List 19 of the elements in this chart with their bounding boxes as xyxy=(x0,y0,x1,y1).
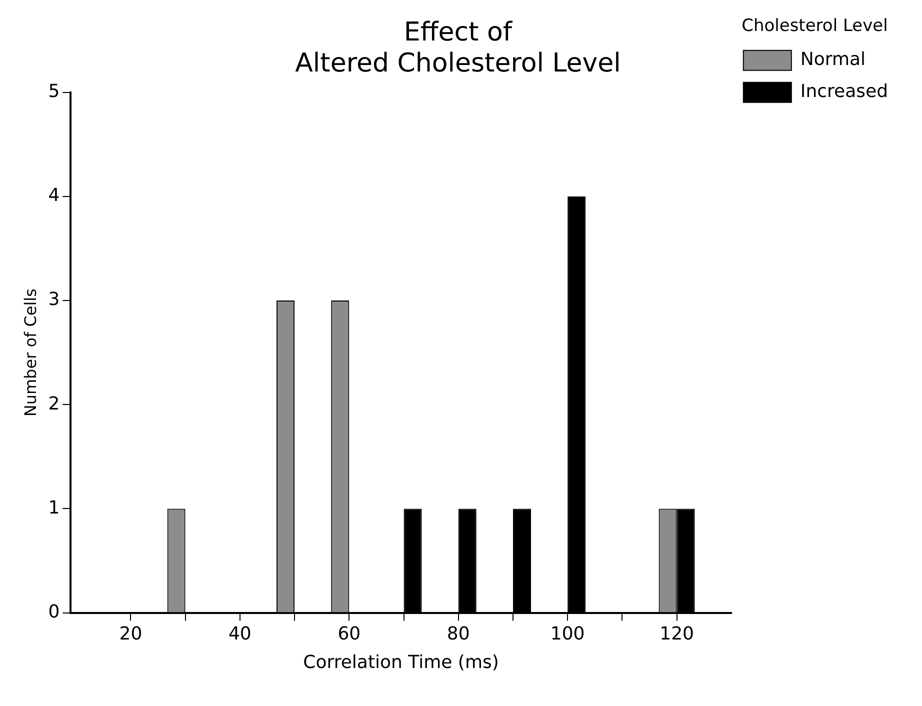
y-tick-label: 5 xyxy=(48,81,60,102)
y-axis-title: Number of Cells xyxy=(20,288,40,417)
x-tick-label: 60 xyxy=(338,623,361,644)
x-tick-label: 20 xyxy=(119,623,142,644)
text: Altered Cholesterol Level xyxy=(295,48,621,79)
y-tick-label: 3 xyxy=(48,289,60,310)
x-tick-label: 40 xyxy=(228,623,252,644)
x-tick-label: 100 xyxy=(550,623,585,644)
text: Effect of xyxy=(404,17,512,48)
x-tick-label: 80 xyxy=(446,623,470,644)
y-tick-label: 4 xyxy=(48,185,60,206)
x-axis-title: Correlation Time (ms) xyxy=(303,652,499,673)
legend-label: Normal xyxy=(800,49,866,70)
x-tick-label: 120 xyxy=(660,623,694,644)
y-tick-label: 2 xyxy=(48,393,60,414)
legend-label: Increased xyxy=(800,81,888,102)
y-tick-label: 0 xyxy=(48,601,60,622)
y-tick-label: 1 xyxy=(48,497,60,518)
legend-title: Cholesterol Level xyxy=(742,16,888,36)
